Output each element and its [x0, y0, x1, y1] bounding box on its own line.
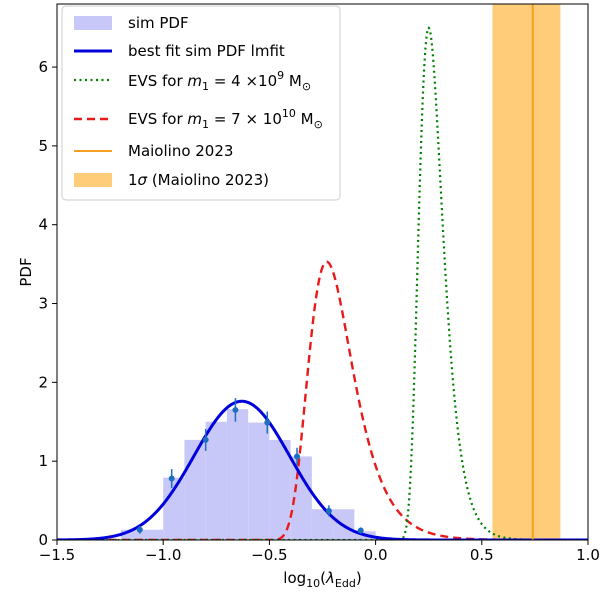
x-tick-label-4: 0.5: [470, 546, 494, 564]
y-tick-label-3: 3: [38, 295, 48, 313]
legend-label-band: 1σ (Maiolino 2023): [128, 171, 269, 189]
legend-label-fit: best fit sim PDF lmfit: [128, 42, 285, 60]
x-tick-label-0: −1.5: [39, 546, 75, 564]
histogram-bar-5: [226, 409, 249, 540]
histogram-bar-9: [311, 509, 334, 540]
y-tick-label-5: 5: [38, 137, 48, 155]
legend-swatch-sim-pdf: [74, 16, 112, 30]
histogram-bar-4: [205, 421, 227, 540]
data-point-6: [325, 507, 332, 514]
histogram-bar-2: [163, 477, 185, 540]
legend-label-sim-pdf: sim PDF: [128, 14, 189, 32]
histogram-bar-7: [269, 439, 291, 540]
data-point-4: [264, 419, 271, 426]
y-tick-label-4: 4: [38, 216, 48, 234]
data-point-7: [357, 527, 364, 534]
histogram-bar-6: [248, 422, 270, 540]
fit-curve: [57, 399, 588, 540]
x-tick-label-2: −0.5: [251, 546, 287, 564]
x-tick-label-5: 1.0: [576, 546, 600, 564]
legend: sim PDF best fit sim PDF lmfit EVS for m…: [61, 5, 341, 201]
plot-marks: [57, 4, 588, 540]
histogram-bar-1: [141, 529, 164, 540]
data-point-2: [202, 436, 209, 443]
legend-swatch-band: [74, 173, 112, 187]
y-axis-label: PDF: [17, 257, 35, 286]
y-tick-label-6: 6: [38, 58, 48, 76]
data-point-1: [168, 475, 175, 482]
legend-label-maiolino: Maiolino 2023: [128, 142, 233, 160]
y-tick-label-1: 1: [38, 452, 48, 470]
y-tick-label-0: 0: [38, 531, 48, 549]
axes-frame: [56, 3, 589, 541]
data-point-5: [294, 453, 301, 460]
x-axis-label-sub: 10: [306, 577, 320, 590]
reference-band: [492, 4, 561, 540]
legend-box: [61, 5, 341, 201]
legend-label-evs-1: EVS for m1 = 4 ×109 M⊙: [128, 69, 311, 93]
data-point-0: [136, 526, 143, 533]
plot-area: [57, 4, 588, 540]
data-point-3: [232, 406, 239, 413]
legend-label-evs-2: EVS for m1 = 7 × 1010 M⊙: [128, 107, 323, 131]
axis-ticks: −1.5 −1.0 −0.5 0.0 0.5 1.0 0 1 2 3 4 5 6: [38, 58, 599, 564]
histogram-bar-0: [120, 529, 142, 540]
x-tick-label-1: −1.0: [145, 546, 181, 564]
y-tick-label-2: 2: [38, 373, 48, 391]
x-tick-label-3: 0.0: [364, 546, 388, 564]
evs-curve-1: [57, 26, 588, 540]
x-axis-label: log10(λEdd): [283, 569, 361, 590]
